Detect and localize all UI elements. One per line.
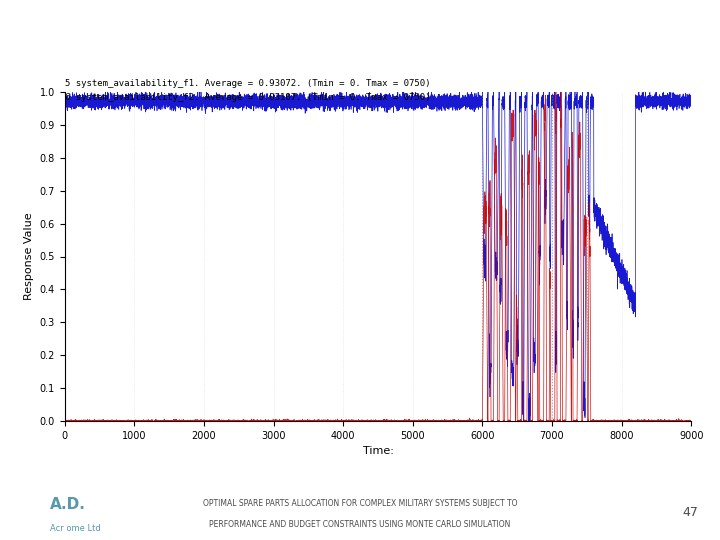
Text: Results (Optimal Stock): Results (Optimal Stock) xyxy=(13,17,499,51)
Text: 47: 47 xyxy=(683,507,698,519)
Text: 6 system_availability_f2. Average = 0.03107. (Tmin = 0. Tmax = 0750): 6 system_availability_f2. Average = 0.03… xyxy=(65,93,431,102)
X-axis label: Time:: Time: xyxy=(363,447,393,456)
Text: Acr ome Ltd: Acr ome Ltd xyxy=(50,524,101,532)
Text: PERFORMANCE AND BUDGET CONSTRAINTS USING MONTE CARLO SIMULATION: PERFORMANCE AND BUDGET CONSTRAINTS USING… xyxy=(210,521,510,529)
Text: OPTIMAL SPARE PARTS ALLOCATION FOR COMPLEX MILITARY SYSTEMS SUBJECT TO: OPTIMAL SPARE PARTS ALLOCATION FOR COMPL… xyxy=(203,499,517,508)
Y-axis label: Response Value: Response Value xyxy=(24,213,34,300)
Text: 5 system_availability_f1. Average = 0.93072. (Tmin = 0. Tmax = 0750): 5 system_availability_f1. Average = 0.93… xyxy=(65,79,431,89)
Text: A.D.: A.D. xyxy=(50,497,86,512)
